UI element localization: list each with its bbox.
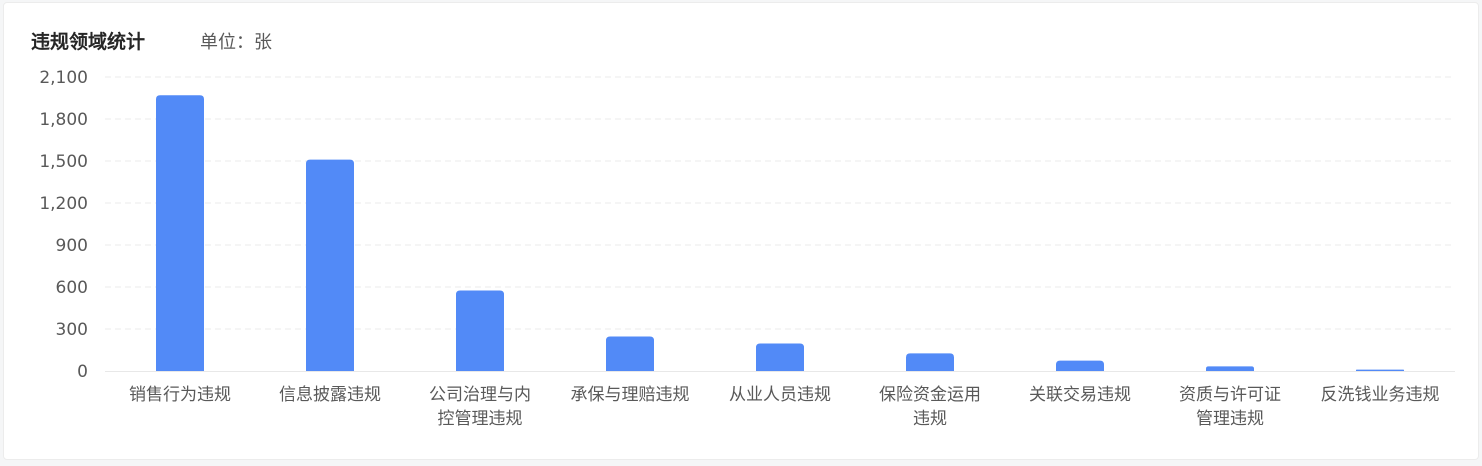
y-tick-label: 600 xyxy=(56,278,88,298)
chart-card: 违规领域统计 单位：张 xyxy=(3,2,1479,460)
bar[interactable] xyxy=(756,343,804,371)
x-tick-label: 反洗钱业务违规 xyxy=(1320,385,1440,405)
x-tick-label: 从业人员违规 xyxy=(729,385,831,405)
y-tick-label: 0 xyxy=(77,362,88,382)
y-tick-label: 1,800 xyxy=(39,110,88,130)
x-tick-label: 销售行为违规 xyxy=(129,385,231,405)
bar[interactable] xyxy=(1056,360,1104,371)
x-tick-label: 关联交易违规 xyxy=(1029,385,1131,405)
chart-title: 违规领域统计 xyxy=(31,31,146,53)
x-tick-label: 承保与理赔违规 xyxy=(570,385,690,405)
unit-label: 单位：张 xyxy=(200,32,272,53)
x-tick-label: 保险资金运用 违规 xyxy=(879,385,981,429)
bar[interactable] xyxy=(606,336,654,371)
x-tick-label: 信息披露违规 xyxy=(279,385,381,405)
y-tick-label: 1,500 xyxy=(39,152,88,172)
y-tick-label: 900 xyxy=(56,236,88,256)
y-tick-label: 300 xyxy=(56,320,88,340)
bar[interactable] xyxy=(1356,369,1404,371)
x-tick-label: 公司治理与内 控管理违规 xyxy=(429,385,531,429)
y-tick-label: 2,100 xyxy=(39,68,88,88)
bar[interactable] xyxy=(906,353,954,371)
bar[interactable] xyxy=(456,290,504,372)
y-tick-label: 1,200 xyxy=(39,194,88,214)
x-tick-label: 资质与许可证 管理违规 xyxy=(1179,385,1281,429)
bar[interactable] xyxy=(156,95,204,371)
bar[interactable] xyxy=(306,159,354,371)
bar[interactable] xyxy=(1206,366,1254,371)
